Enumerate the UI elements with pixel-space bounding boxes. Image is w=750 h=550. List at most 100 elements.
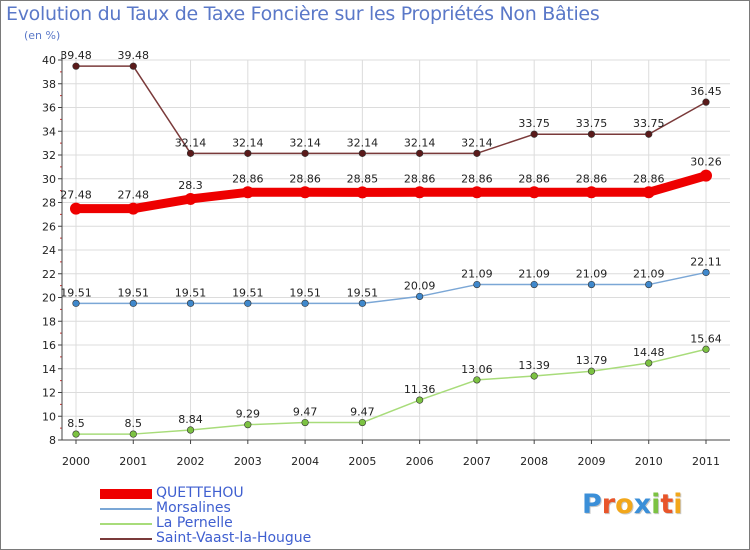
data-point	[241, 186, 254, 199]
x-tick-label: 2000	[62, 455, 90, 468]
y-tick-label: 34	[42, 125, 56, 138]
series-la-pernelle	[72, 345, 710, 438]
data-label: 22.11	[690, 255, 722, 268]
data-point	[587, 280, 596, 289]
logo-letter: t	[660, 489, 674, 520]
y-tick-label: 12	[42, 387, 56, 400]
y-tick-label: 16	[42, 339, 56, 352]
x-tick-label: 2004	[291, 455, 319, 468]
data-point	[244, 299, 252, 307]
series-line-saint-vaast-la-hougue	[76, 65, 707, 155]
data-label: 28.86	[518, 172, 550, 185]
data-point	[244, 149, 252, 157]
data-point	[473, 376, 481, 384]
data-label: 9.47	[350, 406, 375, 419]
data-label: 19.51	[60, 286, 92, 299]
legend-swatch	[100, 488, 152, 499]
series-line-morsalines	[76, 271, 707, 305]
data-point	[70, 202, 82, 215]
data-label: 39.48	[118, 49, 150, 62]
data-labels-layer: 39.48 39.48 32.14 32.14 32.14 32.14 32.14 32.14…	[60, 49, 722, 430]
data-label: 8.5	[67, 417, 85, 430]
x-tick-label: 2005	[348, 455, 376, 468]
logo-letter: i	[651, 489, 661, 520]
legend-item-quettehou: QUETTEHOU	[100, 486, 311, 501]
data-label: 28.3	[178, 179, 203, 192]
data-point	[129, 299, 137, 307]
data-label: 30.26	[690, 156, 722, 169]
data-point	[642, 186, 655, 199]
logo-letter: P	[582, 489, 602, 520]
data-label: 32.14	[347, 136, 379, 149]
legend-swatch	[100, 507, 152, 510]
data-label: 28.86	[461, 172, 493, 185]
legend-label: Saint-Vaast-la-Hougue	[156, 530, 312, 546]
data-label: 21.09	[461, 268, 493, 281]
data-point	[244, 421, 252, 429]
data-label: 19.51	[118, 286, 150, 299]
data-point	[127, 202, 140, 215]
data-label: 39.48	[60, 49, 92, 62]
data-point	[72, 430, 80, 438]
series-layer	[70, 62, 712, 438]
x-tick-label: 2001	[119, 455, 147, 468]
series-line-la-pernelle	[76, 348, 707, 435]
data-label: 8.84	[178, 413, 203, 426]
series-line-quettehou	[76, 171, 708, 214]
y-tick-label: 22	[42, 268, 56, 281]
y-tick-label: 8	[49, 434, 56, 447]
data-label: 9.47	[293, 406, 318, 419]
data-label: 36.45	[690, 85, 722, 98]
data-label: 13.39	[518, 359, 550, 372]
data-label: 21.09	[633, 268, 665, 281]
data-point	[530, 372, 538, 380]
axes: 8 10 12 14 16 18 20 22 24 26 28 30 32 34 36 38 40 2000 200…	[42, 52, 730, 468]
data-label: 33.75	[518, 117, 550, 130]
data-point	[645, 359, 653, 367]
data-point	[186, 299, 195, 307]
data-point	[416, 149, 424, 157]
data-point	[702, 98, 710, 106]
y-tick-label: 26	[42, 220, 56, 233]
legend-item-morsalines: Morsalines	[100, 501, 311, 516]
y-tick-label: 18	[42, 315, 56, 328]
x-tick-label: 2008	[520, 455, 548, 468]
data-point	[416, 292, 424, 301]
data-label: 33.75	[633, 117, 665, 130]
data-point	[72, 62, 80, 70]
legend-label: La Pernelle	[156, 515, 233, 531]
data-point	[528, 186, 541, 199]
x-tick-label: 2009	[577, 455, 605, 468]
data-point	[470, 186, 483, 199]
data-label: 15.64	[690, 332, 722, 345]
data-point	[301, 149, 309, 157]
data-point	[358, 149, 366, 157]
data-point	[530, 280, 538, 289]
data-point	[416, 396, 424, 404]
data-label: 28.86	[232, 172, 264, 185]
data-point	[413, 186, 426, 199]
data-label: 21.09	[576, 268, 608, 281]
legend-item-la-pernelle: La Pernelle	[100, 516, 311, 531]
series-morsalines	[72, 268, 710, 307]
data-point	[645, 130, 653, 138]
data-point	[358, 418, 366, 427]
data-point	[72, 299, 80, 307]
data-label: 28.86	[633, 172, 665, 185]
y-tick-label: 10	[42, 410, 56, 423]
data-point	[587, 367, 596, 375]
grid-lines	[62, 59, 730, 441]
data-label: 20.09	[404, 279, 436, 292]
y-tick-label: 36	[42, 102, 56, 115]
data-label: 19.51	[232, 286, 264, 299]
data-point	[356, 186, 369, 199]
data-point	[473, 149, 481, 157]
x-tick-label: 2003	[234, 455, 262, 468]
data-label: 32.14	[289, 136, 321, 149]
y-tick-label: 14	[42, 363, 56, 376]
y-axis-unit-label: (en %)	[24, 29, 61, 42]
data-label: 32.14	[232, 136, 264, 149]
data-label: 19.51	[175, 286, 207, 299]
legend-label: Morsalines	[156, 500, 231, 516]
